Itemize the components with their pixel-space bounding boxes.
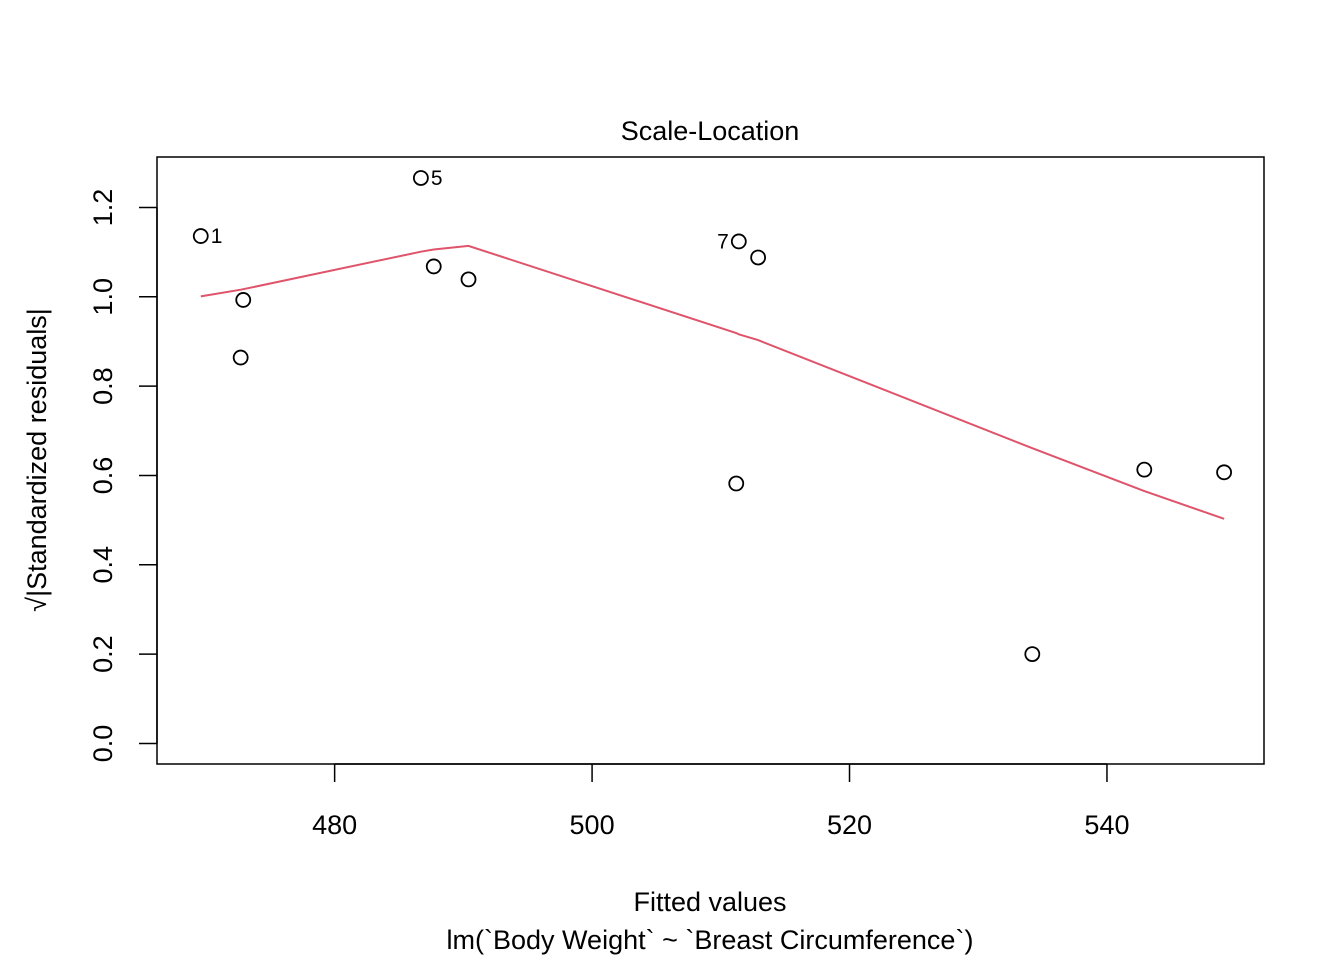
plot-frame	[156, 156, 1265, 765]
point-id-label: 7	[717, 230, 729, 253]
y-tick-label: 0.6	[88, 457, 118, 495]
y-tick-label: 0.0	[88, 725, 118, 763]
point-id-label: 1	[211, 225, 223, 248]
residual-point	[1024, 646, 1041, 663]
x-tick-label: 520	[827, 810, 872, 840]
y-tick-label: 0.8	[88, 367, 118, 405]
residual-point	[750, 249, 767, 266]
smooth-line	[200, 244, 1225, 520]
residual-point	[728, 475, 745, 492]
residual-point	[1136, 461, 1153, 478]
x-tick-label: 500	[570, 810, 615, 840]
x-axis-label: Fitted values	[633, 887, 786, 917]
points-group: 1 5 7	[192, 167, 1232, 663]
x-axis-subtitle: lm(`Body Weight` ~ `Breast Circumference…	[447, 925, 974, 955]
residual-point	[412, 170, 429, 186]
residual-point	[460, 271, 477, 288]
y-axis: 0.0 0.2 0.4 0.6 0.8 1.0 1.2	[88, 189, 158, 763]
residual-point	[192, 228, 209, 244]
x-tick-label: 540	[1084, 810, 1129, 840]
y-tick-label: 0.2	[88, 635, 118, 673]
y-tick-label: 0.4	[88, 546, 118, 584]
y-axis-label: √|Standardized residuals|	[22, 308, 52, 612]
residual-point	[730, 233, 747, 250]
residual-point	[425, 258, 442, 275]
x-axis: 480 500 520 540	[312, 763, 1129, 840]
smooth-line-group	[200, 244, 1225, 520]
y-tick-label: 1.2	[88, 189, 118, 227]
chart-title: Scale-Location	[621, 116, 800, 146]
residual-point	[1216, 464, 1232, 481]
residual-point	[235, 292, 252, 308]
x-tick-label: 480	[312, 810, 357, 840]
y-tick-label: 1.0	[88, 278, 118, 316]
residual-point	[232, 349, 249, 366]
point-id-label: 5	[431, 167, 443, 190]
